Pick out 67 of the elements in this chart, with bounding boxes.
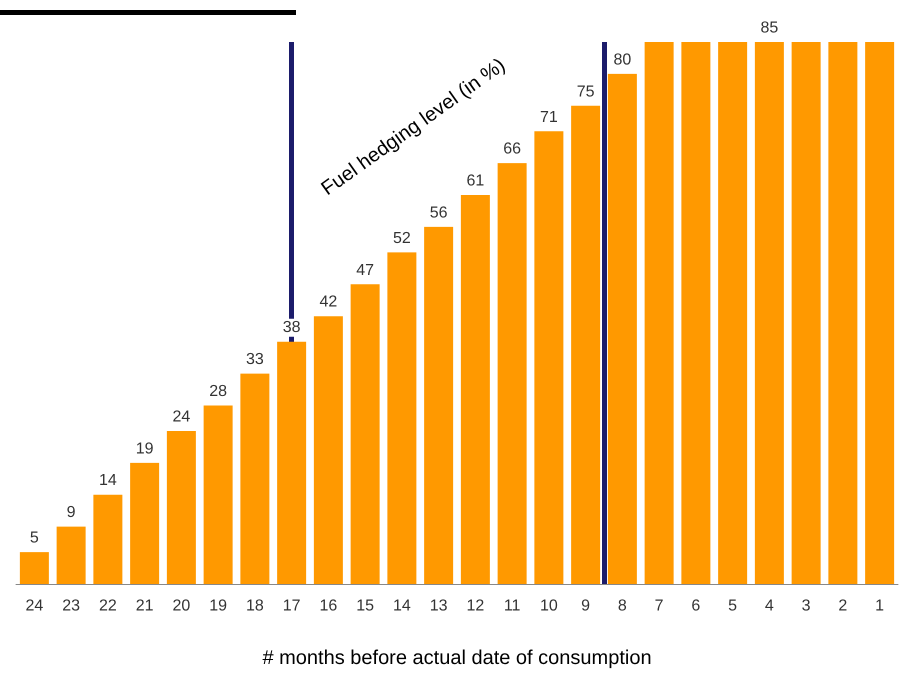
- data-label: 61: [466, 172, 484, 190]
- x-tick-label: 13: [430, 598, 448, 614]
- bar: [93, 494, 122, 584]
- data-label: 24: [172, 408, 190, 426]
- x-tick-label: 6: [691, 598, 700, 614]
- data-label: 75: [576, 83, 595, 100]
- x-tick-label: 24: [25, 598, 44, 614]
- bar: [240, 374, 270, 584]
- data-label: 71: [540, 108, 558, 126]
- x-tick-label: 12: [466, 598, 484, 614]
- x-tick-label: 18: [246, 598, 264, 614]
- bar: [350, 284, 380, 584]
- data-label: 80: [613, 51, 632, 68]
- bar: [277, 342, 306, 584]
- data-label: 19: [136, 440, 154, 458]
- bar: [498, 163, 527, 584]
- x-tick-label: 23: [62, 598, 80, 614]
- data-label: 28: [209, 382, 228, 400]
- x-tick-label: 11: [504, 598, 521, 614]
- data-label: 52: [392, 230, 411, 247]
- x-tick-label: 21: [136, 598, 154, 614]
- data-label: 66: [503, 140, 522, 158]
- bar: [166, 430, 196, 584]
- x-tick-label: 15: [356, 598, 374, 614]
- bar: [865, 42, 894, 584]
- x-tick-label: 19: [209, 598, 228, 614]
- x-tick-label: 14: [392, 598, 411, 614]
- x-tick-label: 1: [875, 598, 884, 614]
- x-tick-label: 20: [172, 598, 190, 614]
- x-tick-label: 10: [540, 598, 558, 614]
- x-tick-label: 9: [581, 598, 590, 614]
- bar: [387, 252, 416, 584]
- data-label: 42: [319, 294, 338, 311]
- bar: [571, 106, 600, 584]
- x-tick-label: 5: [728, 598, 738, 614]
- bar: [644, 42, 674, 584]
- x-tick-label: 2: [838, 598, 848, 614]
- x-tick-label: 7: [654, 598, 664, 614]
- bar: [130, 462, 160, 584]
- data-label: 56: [430, 204, 448, 222]
- bar: [681, 42, 710, 584]
- x-axis-title: # months before actual date of consumption: [262, 647, 652, 669]
- bar: [20, 552, 49, 584]
- bar: [314, 316, 343, 584]
- data-label: 14: [98, 472, 117, 490]
- data-label: 33: [246, 351, 264, 368]
- bar: [718, 42, 748, 584]
- x-tick-label: 8: [618, 598, 627, 614]
- data-label: 47: [356, 262, 374, 279]
- x-tick-label: 3: [802, 598, 811, 614]
- x-tick-label: 4: [764, 598, 774, 614]
- data-label: 85: [760, 20, 778, 36]
- bar: [608, 74, 637, 584]
- data-label: 38: [282, 319, 301, 336]
- bar: [828, 42, 858, 584]
- bar: [754, 42, 784, 584]
- bar: [204, 405, 233, 584]
- bar: [792, 42, 821, 584]
- bar: [534, 131, 564, 584]
- bar: [424, 226, 454, 584]
- bar: [460, 195, 490, 584]
- x-tick-label: 17: [282, 598, 301, 614]
- data-label: 9: [66, 504, 76, 522]
- bar: [56, 526, 86, 584]
- x-tick-label: 22: [98, 598, 117, 614]
- x-tick-label: 16: [319, 598, 338, 614]
- data-label: 5: [30, 530, 39, 547]
